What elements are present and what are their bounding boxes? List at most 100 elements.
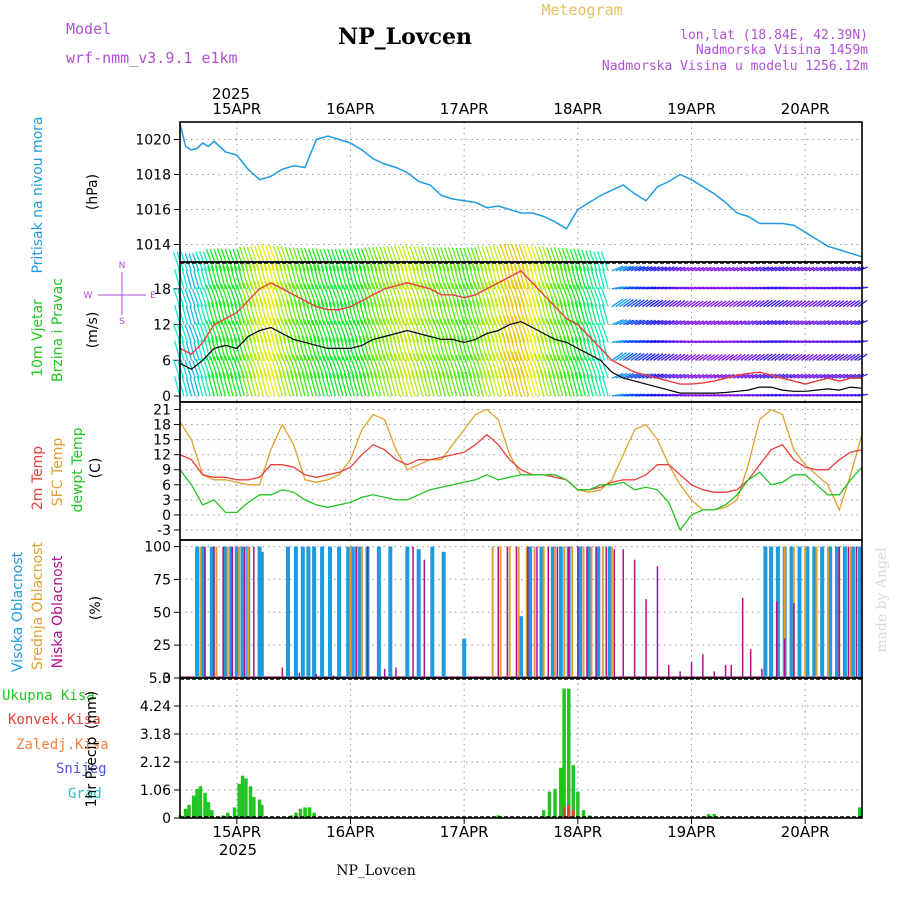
wind-arrow (679, 266, 689, 272)
wind-arrow (698, 373, 708, 379)
wind-arrow (630, 265, 642, 272)
wind-arrow (858, 340, 868, 344)
wind-arrow (292, 282, 302, 307)
wind-arrow (202, 358, 211, 379)
wind-units: (m/s) (85, 312, 101, 349)
wind-arrow (301, 300, 310, 325)
wind-arrow (763, 299, 773, 308)
cloud-low-bar (315, 674, 318, 678)
wind-arrow (578, 301, 587, 325)
wind-arrow (638, 319, 649, 326)
wind-arrow (530, 280, 541, 307)
wind-arrow (582, 374, 590, 397)
wind-arrow (710, 320, 720, 326)
wind-arrow (488, 245, 499, 272)
wind-arrow (623, 373, 635, 379)
wind-arrow (804, 266, 815, 272)
wind-arrow (449, 299, 458, 325)
wind-arrow (601, 268, 609, 289)
wind-arrow (292, 354, 302, 379)
wind-arrow (668, 353, 678, 361)
wind-arrow (309, 265, 318, 289)
wind-arrow (759, 353, 769, 361)
wind-arrow (452, 371, 462, 397)
wind-arrow (280, 245, 291, 272)
cloud-mid-bar (491, 546, 494, 678)
wind-arrow (426, 334, 435, 361)
wind-arrow (774, 299, 785, 308)
cloud-low-bar (749, 649, 752, 678)
wind-arrow (253, 281, 264, 307)
ytick-label: 6 (162, 353, 171, 369)
wind-arrow (486, 369, 496, 397)
model-name: wrf-nmm_v3.9.1 e1km (66, 49, 238, 67)
wind-arrow (516, 367, 526, 397)
precip-total-bar (559, 767, 563, 818)
wind-arrow (474, 282, 484, 307)
wind-arrow (782, 353, 792, 361)
wind-arrow (732, 353, 742, 361)
wind-arrow (349, 356, 359, 379)
wind-arrow (566, 371, 575, 397)
bottom-day-labels: 15APR 16APR 17APR 18APR 19APR 20APR (212, 818, 830, 841)
cloud-mid-bar (849, 546, 852, 678)
wind-arrow (316, 336, 325, 361)
wind-arrow (638, 373, 649, 379)
wind-arrow (804, 373, 815, 379)
wind-arrow (702, 320, 712, 326)
wind-arrow (228, 320, 238, 343)
wind-arrow (207, 265, 215, 289)
wind-arrow (831, 320, 842, 326)
wind-arrow (586, 302, 594, 325)
lonlat-label: lon,lat (18.84E, 42.39N) (680, 28, 868, 43)
wind-arrow (586, 267, 594, 289)
wind-arrow (561, 319, 571, 343)
wind-arrow (488, 316, 499, 343)
wind-arrow (508, 296, 518, 325)
wind-arrow (452, 299, 462, 325)
wind-arrow (338, 356, 348, 379)
wind-arrow (549, 318, 560, 343)
wind-arrow (259, 333, 268, 361)
wind-arrow (736, 373, 747, 379)
wind-arrow (362, 265, 371, 289)
wind-arrow (573, 356, 583, 379)
cloud-low-bar (713, 671, 715, 678)
wind-arrow (468, 299, 477, 325)
wind-arrow (188, 324, 196, 343)
wind-arrow (649, 266, 660, 272)
wind-arrow (668, 373, 678, 379)
wind-arrow (432, 247, 443, 272)
wind-arrow (819, 353, 830, 361)
wind-arrow (512, 296, 522, 325)
ytick-label: 2.12 (140, 755, 171, 771)
precip-total-bar (712, 814, 716, 818)
wind-arrow (405, 281, 416, 307)
wind-arrow (581, 285, 590, 307)
wind-arrow (557, 354, 568, 379)
wind-arrow (464, 371, 473, 397)
wind-arrow (664, 320, 675, 326)
panel-wind: 0 6 12 18 (153, 244, 868, 405)
wind-arrow (518, 315, 530, 343)
wind-arrow (551, 263, 560, 289)
wind-arrow (524, 261, 533, 289)
wind-arrow (842, 373, 853, 379)
wind-arrow (379, 246, 390, 272)
wind-arrow (172, 359, 181, 379)
wind-arrow (358, 372, 367, 397)
wind-arrow (557, 247, 568, 272)
wind-arrow (289, 335, 299, 361)
wind-arrow (569, 248, 579, 272)
wind-arrow (475, 299, 484, 325)
wind-arrow (184, 324, 192, 343)
wind-arrow (721, 300, 731, 308)
wind-arrow (251, 333, 261, 361)
wind-arrow (270, 261, 280, 289)
wind-arrow (804, 353, 814, 361)
wind-arrow (394, 317, 405, 343)
cloud-high-bar (775, 546, 780, 678)
cloud-high-bar (223, 546, 228, 678)
wind-arrow (615, 298, 627, 308)
